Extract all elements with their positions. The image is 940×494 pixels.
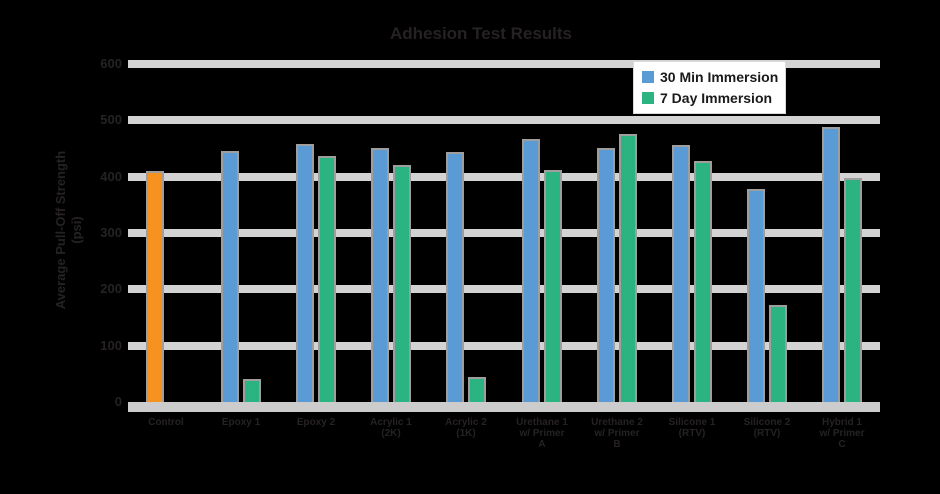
x-tick-label-line: Epoxy 2 <box>296 417 336 428</box>
x-tick-label: Epoxy 1 <box>196 417 286 428</box>
gridline <box>128 342 880 350</box>
legend-label: 30 Min Immersion <box>660 69 779 85</box>
legend-item: 7 Day Immersion <box>642 90 777 106</box>
bar-30min-immersion <box>221 151 239 404</box>
y-tick-label: 300 <box>100 225 122 240</box>
x-tick-label-line: Epoxy 1 <box>221 417 261 428</box>
bar-30min-immersion <box>296 144 314 404</box>
gridline <box>128 173 880 181</box>
bar-30min-immersion <box>597 148 615 404</box>
bar-7day-immersion <box>468 377 486 404</box>
x-tick-label: Control <box>121 417 211 428</box>
x-tick-label-line: w/ Primer <box>519 428 565 439</box>
y-tick-label: 600 <box>100 56 122 71</box>
bar-30min-immersion <box>747 189 765 404</box>
x-tick-label-line: C <box>838 439 846 450</box>
bar-7day-immersion <box>694 161 712 404</box>
x-tick-label: Acrylic 1 (2K) <box>346 417 436 439</box>
x-tick-label: Urethane 1 w/ Primer A <box>497 417 587 450</box>
x-tick-label-line: Silicone 1 <box>668 417 716 428</box>
x-tick-label-line: (2K) <box>381 428 401 439</box>
legend-swatch-7day-icon <box>642 92 654 104</box>
y-tick-label: 100 <box>100 338 122 353</box>
y-tick-label: 0 <box>114 394 122 409</box>
x-tick-label: Silicone 1 (RTV) <box>647 417 737 439</box>
legend-item: 30 Min Immersion <box>642 69 779 85</box>
x-tick-label-line: Acrylic 1 <box>370 417 412 428</box>
bar-control <box>146 171 164 404</box>
x-tick-label-line: Urethane 2 <box>591 417 643 428</box>
x-tick-label-line: w/ Primer <box>819 428 865 439</box>
gridline <box>128 60 880 68</box>
legend-label: 7 Day Immersion <box>660 90 773 106</box>
legend-swatch-30min-icon <box>642 71 654 83</box>
x-tick-label-line: A <box>538 439 546 450</box>
bar-7day-immersion <box>619 134 637 404</box>
gridline <box>128 229 880 237</box>
y-tick-label: 500 <box>100 112 122 127</box>
x-tick-label-line: B <box>613 439 621 450</box>
gridline <box>128 285 880 293</box>
chart-title: Adhesion Test Results <box>390 24 572 43</box>
bar-30min-immersion <box>446 152 464 404</box>
x-tick-label-line: Urethane 1 <box>516 417 568 428</box>
gridline <box>128 116 880 124</box>
x-tick-label: Silicone 2 (RTV) <box>722 417 812 439</box>
bar-7day-immersion <box>243 379 261 404</box>
bar-7day-immersion <box>318 156 336 404</box>
bar-30min-immersion <box>522 139 540 404</box>
x-tick-label-line: Hybrid 1 <box>821 417 862 428</box>
y-tick-label: 200 <box>100 281 122 296</box>
bar-30min-immersion <box>672 145 690 404</box>
x-tick-label-line: w/ Primer <box>594 428 640 439</box>
x-tick-label-line: Acrylic 2 <box>445 417 487 428</box>
bar-30min-immersion <box>822 127 840 404</box>
x-tick-label: Acrylic 2 (1K) <box>421 417 511 439</box>
x-tick-label-line: (RTV) <box>678 428 706 439</box>
x-axis-line <box>128 402 880 412</box>
bar-7day-immersion <box>769 305 787 404</box>
x-tick-label: Urethane 2 w/ Primer B <box>572 417 662 450</box>
x-tick-label-line: (1K) <box>456 428 476 439</box>
legend: 30 Min Immersion 7 Day Immersion <box>633 61 786 114</box>
x-tick-label-line: (RTV) <box>753 428 781 439</box>
bar-7day-immersion <box>393 165 411 404</box>
bar-30min-immersion <box>371 148 389 404</box>
bar-7day-immersion <box>844 178 862 404</box>
y-tick-label: 400 <box>100 169 122 184</box>
x-tick-label-line: Silicone 2 <box>743 417 791 428</box>
x-tick-label-line: Control <box>148 417 184 428</box>
bar-7day-immersion <box>544 170 562 404</box>
x-tick-label: Hybrid 1 w/ Primer C <box>797 417 887 450</box>
x-tick-label: Epoxy 2 <box>271 417 361 428</box>
